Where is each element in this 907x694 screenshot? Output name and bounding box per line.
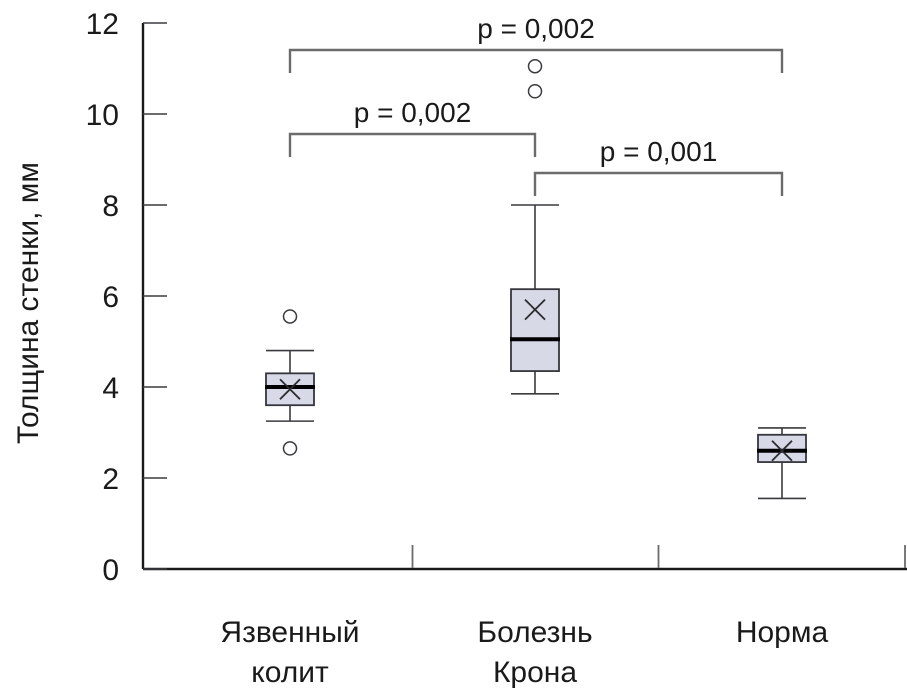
outlier-point: [282, 309, 298, 324]
y-tick-label: 4: [102, 372, 119, 405]
iqr-box: [265, 372, 315, 407]
category-label: Крона: [493, 656, 577, 689]
iqr-box: [510, 288, 560, 372]
significance-bracket: [533, 171, 784, 196]
y-tick-label: 12: [86, 8, 119, 41]
bracket-p-value-label: p = 0,002: [354, 97, 472, 128]
significance-bracket: [288, 132, 537, 157]
outlier-point: [527, 58, 543, 74]
mean-x-marker: [771, 440, 793, 462]
y-tick-label: 6: [102, 281, 119, 314]
y-tick-label: 2: [102, 463, 119, 496]
significance-bracket: [288, 48, 784, 73]
category-label: Болезнь: [477, 616, 592, 649]
y-axis-title: Толщина стенки, мм: [12, 162, 45, 444]
outlier-point: [527, 84, 543, 99]
y-tick-label: 10: [86, 99, 119, 132]
y-tick-label: 8: [102, 190, 119, 223]
bracket-p-value-label: p = 0,002: [477, 13, 595, 44]
y-tick-label: 0: [102, 554, 119, 587]
mean-x-marker: [524, 299, 546, 321]
category-label: колит: [251, 656, 329, 689]
category-label: Язвенный: [220, 616, 359, 649]
iqr-box: [757, 433, 807, 463]
bracket-p-value-label: p = 0,001: [600, 136, 718, 167]
mean-x-marker: [279, 378, 301, 400]
outlier-point: [282, 441, 298, 456]
category-label: Норма: [736, 616, 829, 649]
